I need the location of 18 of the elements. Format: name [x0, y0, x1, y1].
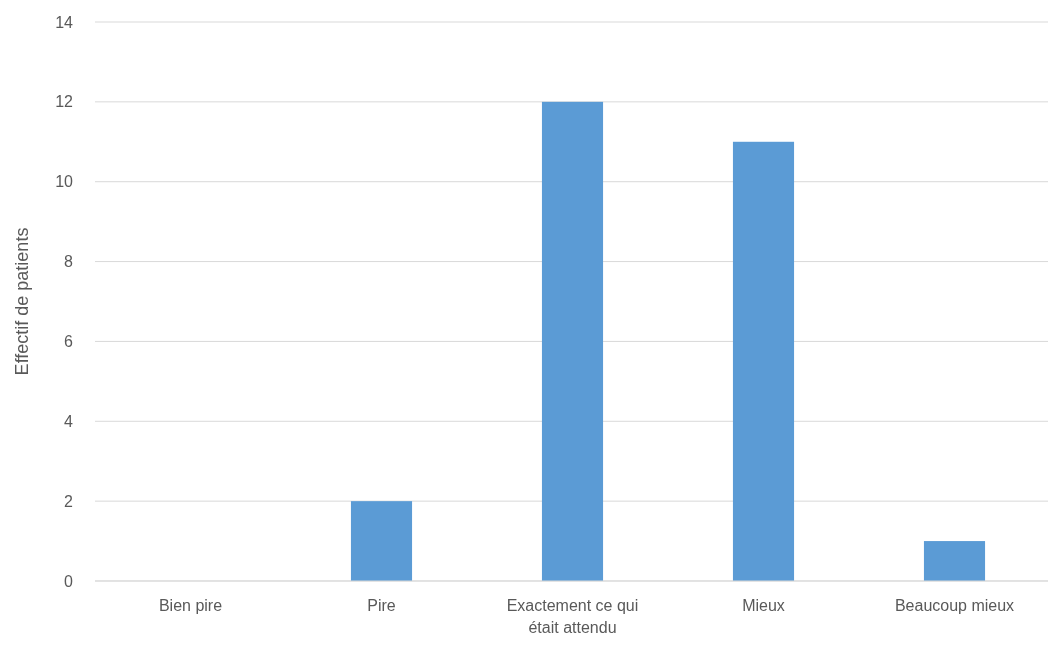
- x-tick-label: Bien pire: [158, 597, 223, 614]
- x-tick-label: Beaucoup mieux: [894, 597, 1015, 614]
- y-tick-label: 14: [55, 13, 74, 31]
- bar: [350, 501, 413, 581]
- bar: [541, 101, 604, 581]
- y-tick-label: 2: [64, 492, 74, 510]
- x-tick-label: Mieux: [742, 597, 785, 614]
- y-tick-label: 8: [64, 253, 74, 271]
- y-axis-title: Effectif de patients: [12, 227, 32, 376]
- x-tick-label: Pire: [367, 597, 396, 614]
- bar: [732, 141, 795, 581]
- y-tick-label: 0: [64, 572, 74, 590]
- bar: [923, 541, 986, 581]
- y-tick-label: 6: [64, 333, 74, 351]
- y-tick-label: 12: [55, 93, 74, 111]
- y-tick-label: 4: [64, 412, 74, 430]
- x-tick-label: Exactement ce qui était attendu: [506, 597, 639, 636]
- y-tick-label: 10: [55, 173, 74, 191]
